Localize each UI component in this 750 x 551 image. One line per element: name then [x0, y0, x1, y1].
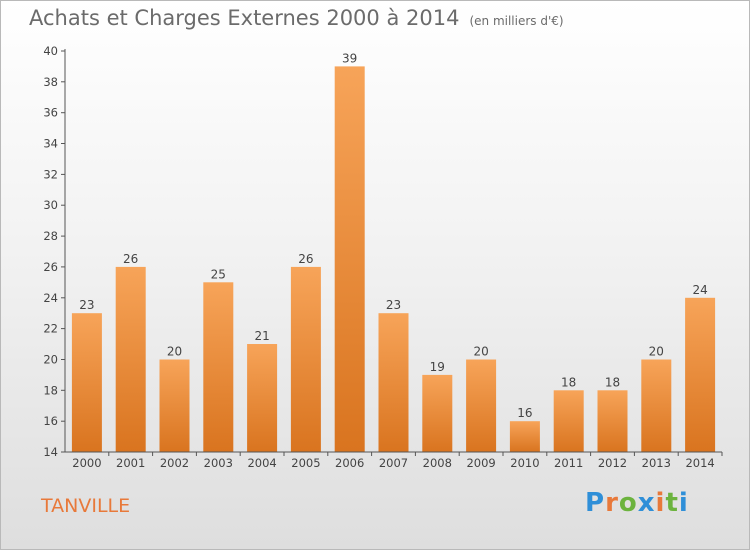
value-label-2007: 23 [386, 298, 401, 312]
logo-letter: P [585, 488, 606, 518]
logo-letter: i [678, 488, 689, 518]
x-tick-label: 2014 [685, 456, 714, 470]
y-tick-label: 36 [43, 106, 58, 120]
place-name: TANVILLE [41, 495, 131, 517]
y-tick-label: 24 [43, 291, 58, 305]
value-label-2014: 24 [692, 283, 707, 297]
bar-2014 [685, 297, 716, 452]
x-tick-label: 2011 [554, 456, 583, 470]
bar-2012 [597, 390, 628, 452]
bar-2006 [334, 66, 365, 453]
y-tick-label: 22 [43, 322, 58, 336]
x-tick-label: 2001 [116, 456, 145, 470]
logo-letter: o [618, 488, 638, 518]
chart-title: Achats et Charges Externes 2000 à 2014 (e… [29, 6, 564, 30]
y-tick-label: 30 [43, 198, 58, 212]
value-label-2002: 20 [167, 345, 182, 359]
bar-2005 [290, 266, 321, 452]
value-label-2005: 26 [298, 252, 313, 266]
logo-letter: i [655, 488, 666, 518]
value-label-2000: 23 [79, 298, 94, 312]
bar-2001 [115, 266, 146, 452]
bar-2009 [466, 359, 497, 452]
x-tick-label: 2005 [291, 456, 320, 470]
y-tick-label: 18 [43, 383, 58, 397]
x-tick-label: 2007 [379, 456, 408, 470]
value-label-2004: 21 [254, 329, 269, 343]
value-label-2009: 20 [473, 345, 488, 359]
value-label-2006: 39 [342, 51, 357, 65]
proxiti-logo: Proxiti [585, 488, 689, 518]
value-label-2011: 18 [561, 375, 576, 389]
bar-2007 [378, 313, 409, 452]
logo-letter: x [637, 488, 656, 518]
value-label-2001: 26 [123, 252, 138, 266]
x-tick-label: 2003 [204, 456, 233, 470]
x-tick-label: 2004 [247, 456, 276, 470]
x-tick-label: 2012 [598, 456, 627, 470]
bar-2010 [509, 421, 540, 452]
title-unit: (en milliers d'€) [469, 14, 564, 28]
y-tick-label: 40 [43, 44, 58, 58]
x-tick-label: 2013 [642, 456, 671, 470]
y-tick-label: 14 [43, 445, 58, 459]
logo-letter: r [605, 488, 619, 518]
x-tick-label: 2000 [72, 456, 101, 470]
value-label-2008: 19 [430, 360, 445, 374]
x-tick-label: 2008 [423, 456, 452, 470]
bar-2004 [247, 344, 278, 452]
y-tick-label: 28 [43, 229, 58, 243]
y-tick-label: 26 [43, 260, 58, 274]
y-tick-label: 16 [43, 414, 58, 428]
value-label-2003: 25 [211, 267, 226, 281]
value-label-2013: 20 [649, 345, 664, 359]
bar-2000 [71, 313, 102, 452]
y-tick-label: 34 [43, 137, 58, 151]
x-tick-label: 2006 [335, 456, 364, 470]
value-label-2012: 18 [605, 375, 620, 389]
x-tick-label: 2010 [510, 456, 539, 470]
bar-2002 [159, 359, 190, 452]
bar-2003 [203, 282, 234, 452]
bar-2011 [553, 390, 584, 452]
x-tick-label: 2009 [466, 456, 495, 470]
y-tick-label: 20 [43, 353, 58, 367]
logo-letter: t [665, 488, 679, 518]
bar-2008 [422, 374, 453, 452]
title-text: Achats et Charges Externes 2000 à 2014 [29, 6, 460, 30]
y-tick-label: 32 [43, 167, 58, 181]
y-tick-label: 38 [43, 75, 58, 89]
bar-2013 [641, 359, 672, 452]
x-tick-label: 2002 [160, 456, 189, 470]
value-label-2010: 16 [517, 406, 532, 420]
